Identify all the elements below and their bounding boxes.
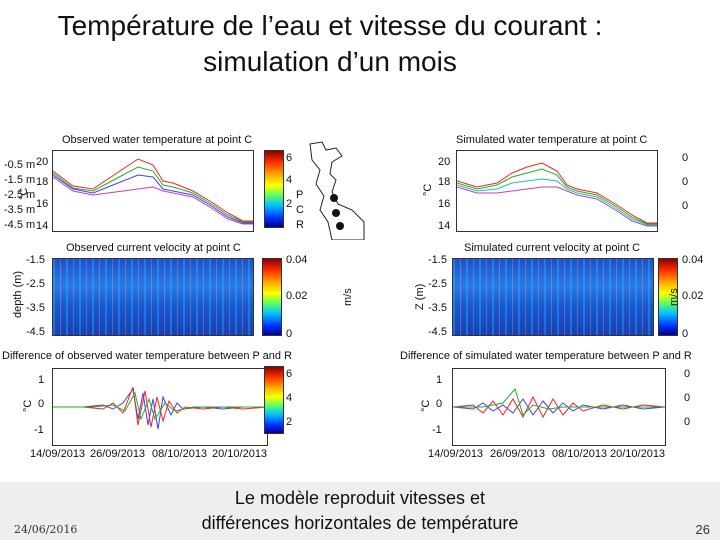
sim-temp-unit: °C [422,183,434,196]
station-label-r: R [296,219,304,231]
obs-vel-unit: m/s [342,288,354,306]
obs-temp-unit: °C [18,187,30,200]
sim-vel-cbar-tick: 0.04 [682,254,704,266]
sim-diff-cbar-tick: 0 [684,392,691,404]
station-r-marker [336,222,344,230]
sim-temp-cbar-tick: 0 [682,200,689,212]
sim-depth-tick: -3.5 [428,302,447,314]
sim-temp-plot [456,150,658,232]
obs-velocity-colorbar [262,258,282,336]
obs-vel-cbar-tick: 0 [286,328,293,340]
sim-vel-cbar-tick: 0 [682,328,689,340]
obs-diff-tick: 0 [38,398,45,410]
sim-temp-tick: 20 [438,156,451,168]
obs-temp-cbar-tick: 4 [286,174,293,186]
slide-footer [0,482,720,540]
obs-depth-tick: -3.5 [26,302,45,314]
site-map [309,141,365,240]
obs-temp-plot [52,150,254,232]
sim-date-tick: 26/09/2013 [490,448,546,460]
station-p-marker [330,194,338,202]
slide-title-line-2: simulation d’un mois [203,46,457,77]
obs-diff-lines [53,386,267,430]
obs-diff-plot [52,368,268,446]
sim-temp-tick: 16 [438,198,451,210]
sim-temp-title: Simulated water temperature at point C [456,134,648,146]
obs-date-tick: 08/10/2013 [152,448,208,460]
legend-item: -2.5 m [4,189,36,201]
station-labels: P C R [296,188,304,233]
obs-temp-colorbar [264,150,284,228]
sim-diff-tick: 0 [436,398,443,410]
obs-diff-cbar-tick: 4 [286,392,293,404]
sim-temp-tick: 14 [438,220,451,232]
sim-depth-label: Z (m) [414,283,426,310]
legend-item: -4.5 m [4,219,36,231]
legend-item: -1.5 m [4,174,36,186]
sim-diff-tick: 1 [436,374,443,386]
obs-diff-tick: 1 [38,374,45,386]
depth-legend: -0.5 m -1.5 m -2.5 m -3.5 m -4.5 m [4,158,35,233]
station-c-marker [332,209,340,217]
sim-temp-lines [457,162,657,227]
sim-depth-tick: -1.5 [428,254,447,266]
legend-item: -3.5 m [4,204,36,216]
obs-diff-tick: -1 [34,424,44,436]
sim-diff-tick: -1 [432,424,442,436]
obs-depth-label: depth (m) [12,270,24,318]
caption-line-1: Le modèle reproduit vitesses et [234,488,486,508]
station-label-c: C [296,204,304,216]
obs-diff-title: Difference of observed water temperature… [2,350,293,362]
obs-vel-cbar-tick: 0.02 [286,290,308,302]
obs-date-tick: 14/09/2013 [30,448,86,460]
obs-temp-cbar-tick: 6 [286,152,293,164]
sim-vel-title: Simulated current velocity at point C [464,242,641,254]
sim-vel-unit: m/s [668,288,680,306]
obs-temp-tick: 16 [36,198,49,210]
obs-diff-unit: °C [22,399,34,412]
obs-diff-colorbar [264,366,284,434]
obs-temp-lines [53,158,253,225]
legend-item: -0.5 m [4,159,36,171]
page-number: 26 [695,522,710,537]
obs-temp-title: Observed water temperature at point C [62,134,253,146]
obs-velocity-heatmap [52,258,254,336]
sim-diff-cbar-tick: 0 [684,368,691,380]
sim-velocity-colorbar [658,258,678,336]
sim-temp-cbar-tick: 0 [682,152,689,164]
obs-temp-tick: 18 [36,176,49,188]
sim-date-tick: 14/09/2013 [428,448,484,460]
slide-date: 24/06/2016 [14,523,78,536]
obs-temp-cbar-tick: 2 [286,198,293,210]
sim-depth-tick: -4.5 [428,326,447,338]
sim-diff-unit: °C [420,399,432,412]
obs-vel-cbar-tick: 0.04 [286,254,308,266]
obs-vel-title: Observed current velocity at point C [66,242,241,254]
slide-title-line-1: Température de l’eau et vitesse du coura… [57,10,603,41]
sim-date-tick: 20/10/2013 [610,448,666,460]
sim-diff-lines [453,387,665,419]
slide-caption: Le modèle reproduit vitesses et différen… [160,486,560,536]
obs-date-tick: 20/10/2013 [212,448,268,460]
sim-velocity-heatmap [452,258,654,336]
sim-diff-title: Difference of simulated water temperatur… [400,350,692,362]
obs-date-tick: 26/09/2013 [90,448,146,460]
station-label-p: P [296,189,304,201]
obs-diff-cbar-tick: 2 [286,416,293,428]
obs-temp-tick: 14 [36,220,49,232]
sim-depth-tick: -2.5 [428,278,447,290]
sim-vel-cbar-tick: 0.02 [682,290,704,302]
obs-temp-tick: 20 [36,156,49,168]
sim-temp-tick: 18 [438,176,451,188]
slide-title: Température de l’eau et vitesse du coura… [0,8,660,80]
caption-line-2: différences horizontales de température [201,513,519,533]
obs-depth-tick: -4.5 [26,326,45,338]
obs-depth-tick: -1.5 [26,254,45,266]
sim-date-tick: 08/10/2013 [552,448,608,460]
obs-diff-cbar-tick: 6 [286,368,293,380]
sim-diff-cbar-tick: 0 [684,416,691,428]
sim-temp-cbar-tick: 0 [682,176,689,188]
obs-depth-tick: -2.5 [26,278,45,290]
sim-diff-plot [452,368,666,446]
